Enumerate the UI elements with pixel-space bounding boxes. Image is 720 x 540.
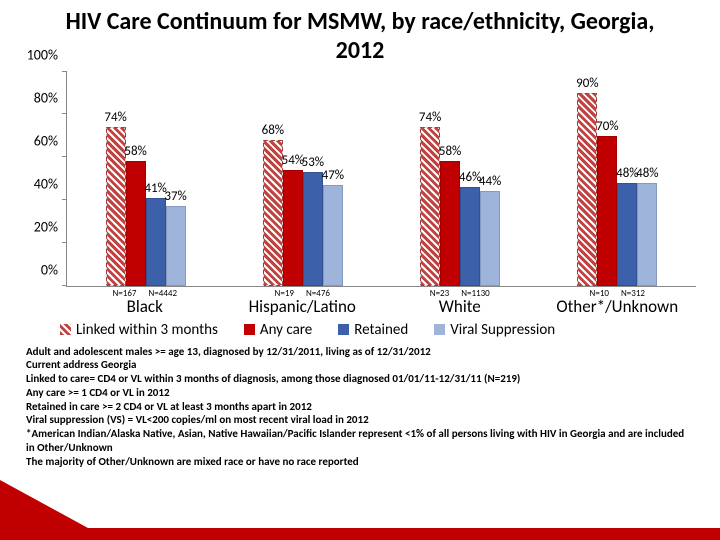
bar-value-label: 74% (419, 110, 441, 125)
bar-value-label: 48% (636, 166, 658, 181)
footnote-line: Adult and adolescent males >= age 13, di… (26, 345, 694, 359)
bar-value-label: 90% (576, 76, 598, 91)
bar-value-label: 58% (439, 144, 461, 159)
bar-value-label: 74% (104, 110, 126, 125)
y-tick: 40% (34, 175, 58, 192)
bar-value-label: 44% (479, 174, 501, 189)
footnote-line: Retained in care >= 2 CD4 or VL at least… (26, 400, 694, 414)
bar: 70% (597, 136, 617, 286)
y-tick: 20% (34, 218, 58, 235)
legend-label: Viral Suppression (450, 321, 555, 339)
bar: 54% (283, 170, 303, 286)
bar-value-label: 68% (262, 123, 284, 138)
x-group-label: N=167N=4442Black (66, 287, 224, 317)
footnote-line: Current address Georgia (26, 358, 694, 372)
category-label: Hispanic/Latino (224, 298, 382, 315)
bar: 47% (323, 185, 343, 286)
legend-item: Any care (244, 321, 312, 339)
bar-group: 74%58%46%44% (382, 72, 539, 286)
legend-swatch-icon (338, 324, 349, 335)
category-label: Other*/Unknown (539, 298, 697, 315)
decorative-bottom-bar (0, 528, 720, 540)
legend: Linked within 3 months Any care Retained… (60, 321, 700, 339)
legend-swatch-icon (434, 324, 445, 335)
footnote-line: Any care >= 1 CD4 or VL in 2012 (26, 386, 694, 400)
legend-item: Retained (338, 321, 408, 339)
bar-value-label: 58% (124, 144, 146, 159)
bar-group: 74%58%41%37% (67, 72, 224, 286)
bar-value-label: 47% (322, 168, 344, 183)
y-tick: 100% (27, 46, 58, 63)
bar: 48% (617, 183, 637, 286)
x-group-label: N=23N=1130White (381, 287, 539, 317)
footnote-line: Viral suppression (VS) = VL<200 copies/m… (26, 413, 694, 427)
legend-label: Retained (354, 321, 408, 339)
plot-area: 74%58%41%37%68%54%53%47%74%58%46%44%90%7… (66, 72, 696, 287)
y-tick: 80% (34, 89, 58, 106)
bar: 53% (303, 172, 323, 285)
bar: 37% (166, 206, 186, 285)
footnote-line: Linked to care= CD4 or VL within 3 month… (26, 372, 694, 386)
bar: 90% (577, 93, 597, 286)
bar-group: 90%70%48%48% (539, 72, 696, 286)
page-title: HIV Care Continuum for MSMW, by race/eth… (0, 0, 720, 70)
category-label: Black (66, 298, 224, 315)
footnote-line: *American Indian/Alaska Native, Asian, N… (26, 427, 694, 455)
bar-value-label: 37% (164, 189, 186, 204)
legend-label: Linked within 3 months (76, 321, 218, 339)
bar-group: 68%54%53%47% (224, 72, 381, 286)
legend-item: Viral Suppression (434, 321, 555, 339)
legend-swatch-icon (60, 324, 71, 335)
bar: 41% (146, 198, 166, 286)
category-label: White (381, 298, 539, 315)
bar: 58% (126, 161, 146, 285)
bar: 48% (637, 183, 657, 286)
y-tick: 0% (41, 261, 58, 278)
y-axis: 0% 20% 40% 60% 80% 100% (20, 72, 62, 287)
legend-swatch-icon (244, 324, 255, 335)
bar: 46% (460, 187, 480, 285)
x-group-label: N=10N=312Other*/Unknown (539, 287, 697, 317)
x-group-label: N=19N=476Hispanic/Latino (224, 287, 382, 317)
x-axis: N=167N=4442BlackN=19N=476Hispanic/Latino… (66, 287, 696, 317)
bar: 58% (440, 161, 460, 285)
bar: 44% (480, 191, 500, 285)
footnotes: Adult and adolescent males >= age 13, di… (26, 345, 694, 469)
bar: 74% (420, 127, 440, 285)
bar: 74% (106, 127, 126, 285)
legend-item: Linked within 3 months (60, 321, 218, 339)
y-tick: 60% (34, 132, 58, 149)
bar-value-label: 70% (596, 119, 618, 134)
footnote-line: The majority of Other/Unknown are mixed … (26, 455, 694, 469)
bar: 68% (263, 140, 283, 286)
bar-chart: 0% 20% 40% 60% 80% 100% 74%58%41%37%68%5… (20, 72, 700, 317)
legend-label: Any care (260, 321, 312, 339)
